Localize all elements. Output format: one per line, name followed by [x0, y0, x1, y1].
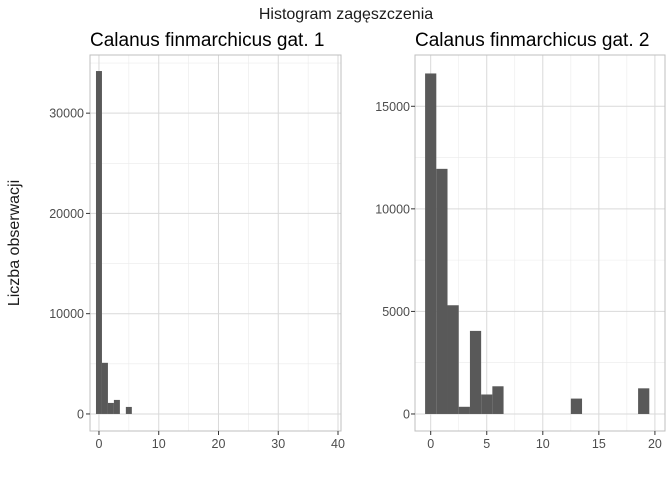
x-tick-label: 0 — [95, 437, 102, 451]
y-tick-label: 0 — [77, 407, 84, 421]
x-tick-label: 15 — [592, 437, 606, 451]
histogram-bar — [469, 330, 482, 414]
y-tick-label: 20000 — [49, 207, 84, 221]
histogram-bar — [436, 168, 448, 414]
y-tick-label: 10000 — [375, 202, 410, 216]
panel-border — [414, 54, 666, 432]
figure-title: Histogram zagęszczenia — [259, 6, 433, 23]
y-tick-label: 5000 — [382, 305, 410, 319]
x-tick-label: 30 — [271, 437, 285, 451]
x-tick-label: 0 — [427, 437, 434, 451]
histogram-bar — [95, 71, 102, 414]
histogram-bar — [113, 399, 120, 414]
histogram-bar — [638, 388, 650, 414]
histogram-bar — [125, 406, 132, 414]
y-tick-label: 15000 — [375, 100, 410, 114]
y-tick-label: 30000 — [49, 107, 84, 121]
panel-title: Calanus finmarchicus gat. 2 — [415, 30, 649, 51]
x-tick-label: 40 — [331, 437, 345, 451]
y-axis-label: Liczba obserwacji — [6, 180, 23, 306]
panel-title: Calanus finmarchicus gat. 1 — [90, 30, 324, 51]
x-tick-label: 20 — [648, 437, 662, 451]
facet-panels: Calanus finmarchicus gat. 10 10 20 30 400100… — [49, 30, 666, 451]
histogram-bar — [101, 362, 108, 414]
histogram-bar — [107, 402, 114, 414]
histogram-bar — [570, 398, 583, 414]
panel-border — [89, 54, 342, 432]
x-tick-label: 20 — [212, 437, 226, 451]
x-tick-label: 10 — [536, 437, 550, 451]
x-tick-label: 5 — [483, 437, 490, 451]
histogram-bar — [425, 73, 437, 414]
panel-2: Calanus finmarchicus gat. 2 0 5 10 15 20 0 5000… — [375, 30, 666, 451]
x-tick-label: 10 — [152, 437, 166, 451]
histogram-bar — [492, 386, 504, 414]
histogram-bar — [458, 406, 470, 414]
y-tick-label: 0 — [403, 407, 410, 421]
panel-1: Calanus finmarchicus gat. 1 0 10 20 30 40 0 100… — [49, 30, 345, 451]
y-tick-label: 10000 — [49, 307, 84, 321]
histogram-bar — [447, 305, 459, 414]
histogram-bar — [481, 394, 493, 414]
